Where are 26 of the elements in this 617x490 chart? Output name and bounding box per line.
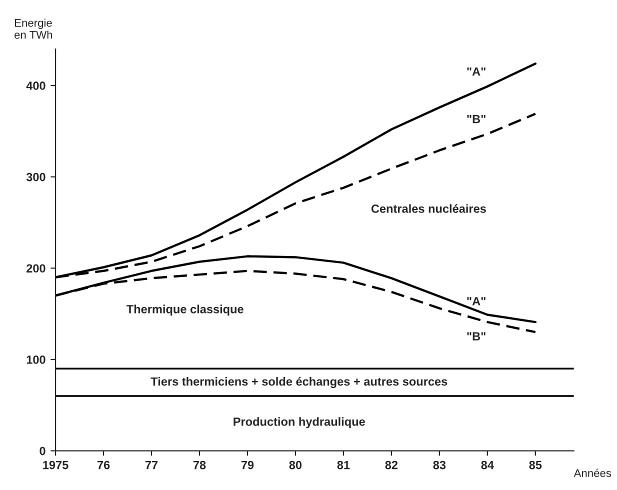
x-tick-label: 84 [481,460,494,470]
x-axis-title: Années [574,468,612,478]
y-tick-label: 400 [26,82,46,90]
x-tick-label: 1975 [43,460,68,470]
y-tick-label: 200 [26,264,46,273]
x-tick-label: 77 [145,460,158,470]
y-tick-label: 300 [26,172,46,182]
x-tick-label: 76 [97,460,110,470]
series-label: "A" [467,297,486,306]
annotation: Centrales nucléaires [371,204,486,213]
annotation: Thermique classique [126,304,244,316]
x-tick-label: 81 [337,460,350,470]
x-tick-label: 85 [529,460,542,470]
x-tick-label: 80 [289,460,302,470]
x-tick-label: 78 [193,460,206,470]
series-label: "B" [467,332,486,340]
series-label: "B" [467,114,486,124]
annotation: Production hydraulique [234,417,365,428]
y-tick-label: 0 [40,446,46,456]
y-tick-label: 100 [26,356,46,364]
x-tick-label: 82 [385,460,398,470]
x-tick-label: 79 [241,460,254,470]
y-axis-title: Energie en TWh [14,18,52,39]
x-tick-label: 83 [433,460,446,470]
series-label: "A" [467,67,486,76]
annotation: Tiers thermiciens + solde échanges + autres sources [150,376,448,388]
